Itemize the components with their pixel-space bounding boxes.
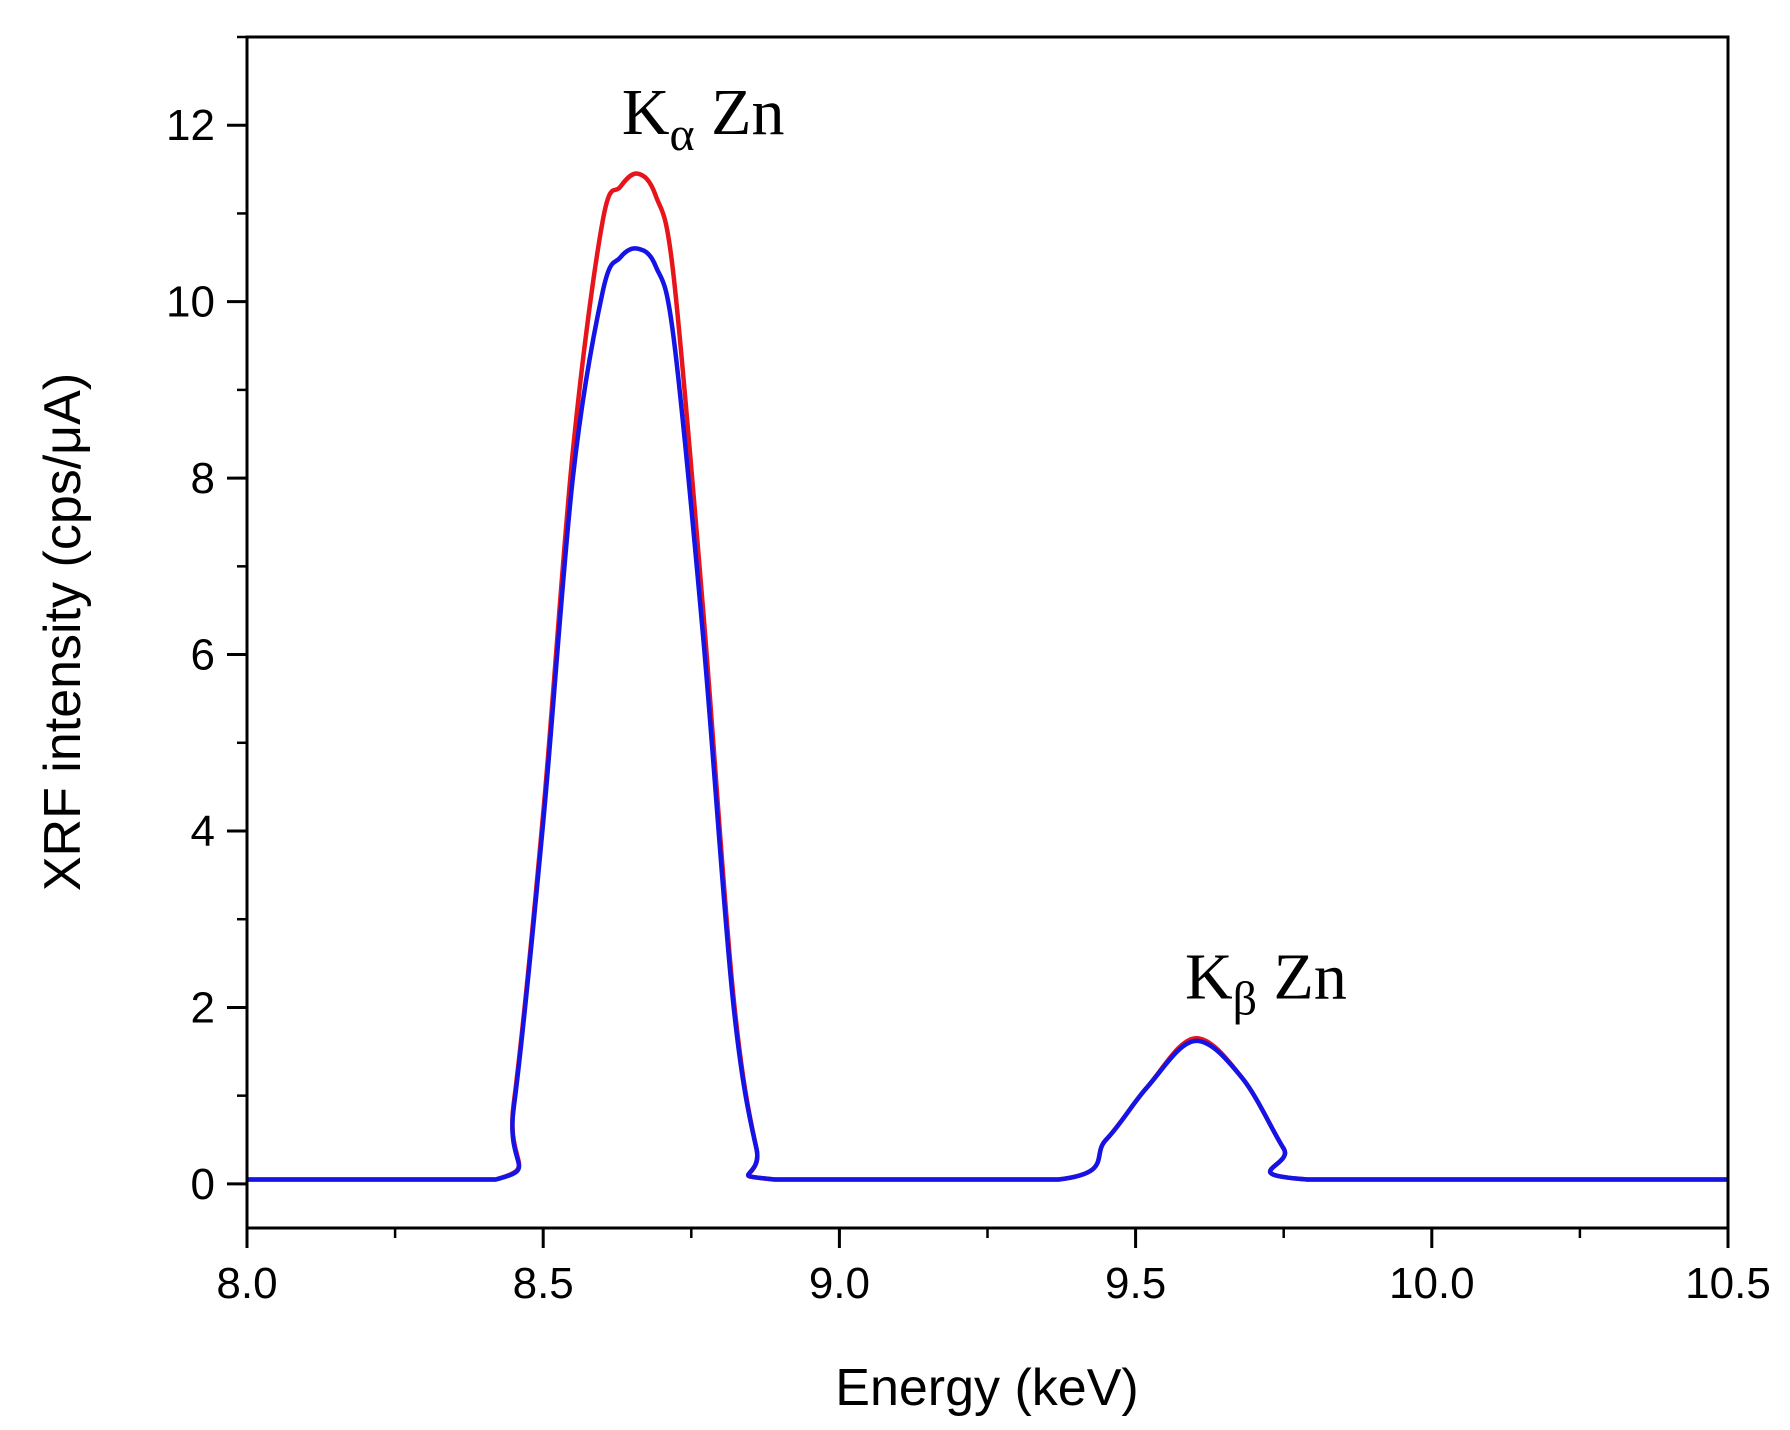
plot-frame xyxy=(245,35,1730,1230)
k-beta-label: Kβ Zn xyxy=(1185,941,1347,1026)
axis-ticks xyxy=(227,35,1730,1248)
y-tick-label: 0 xyxy=(191,1160,215,1209)
y-axis-title: XRF intensity (cps/μA) xyxy=(34,373,92,891)
y-tick-label: 2 xyxy=(191,983,215,1032)
y-tick-label: 4 xyxy=(191,807,215,856)
y-tick-label: 8 xyxy=(191,454,215,503)
blue-spectrum-line xyxy=(247,246,1728,1182)
x-tick-label: 9.0 xyxy=(809,1259,870,1308)
y-tick-label: 12 xyxy=(166,101,215,150)
x-tick-label: 10.5 xyxy=(1685,1259,1771,1308)
series-group xyxy=(247,171,1728,1182)
k-alpha-label: Kα Zn xyxy=(622,76,785,161)
y-tick-label: 6 xyxy=(191,631,215,680)
y-tick-label: 10 xyxy=(166,278,215,327)
x-tick-label: 8.5 xyxy=(513,1259,574,1308)
x-tick-label: 8.0 xyxy=(216,1259,277,1308)
red-spectrum-line xyxy=(247,171,1728,1182)
tick-labels: 8.0 8.5 9.0 9.5 10.0 10.5 0 2 4 6 8 10 12 xyxy=(166,101,1771,1308)
peak-annotations: Kα Zn Kβ Zn xyxy=(622,76,1347,1026)
x-tick-label: 10.0 xyxy=(1389,1259,1475,1308)
x-tick-label: 9.5 xyxy=(1105,1259,1166,1308)
x-axis-title: Energy (keV) xyxy=(835,1359,1138,1417)
